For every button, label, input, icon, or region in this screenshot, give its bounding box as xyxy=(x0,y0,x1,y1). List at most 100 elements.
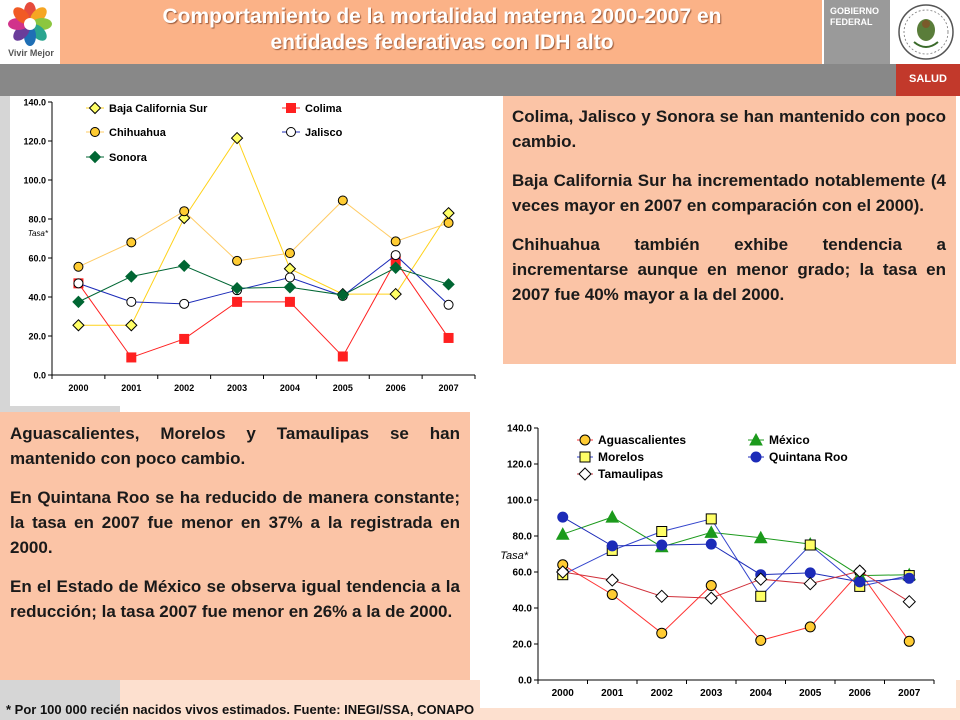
page-title-line2: entidades federativas con IDH alto xyxy=(270,31,614,54)
footnote: * Por 100 000 recién nacidos vivos estim… xyxy=(6,702,475,717)
chart2-data-point xyxy=(902,594,916,609)
chart1-data-point xyxy=(337,195,348,206)
chart1-y-tick-label: 80.0 xyxy=(28,215,46,225)
chart2-data-point xyxy=(755,590,767,602)
chart1-legend-label: Chihuahua xyxy=(109,127,167,139)
chart2-data-point xyxy=(704,591,718,605)
chart1-y-tick-label: 100.0 xyxy=(23,176,46,186)
logo-text: Vivir Mejor xyxy=(8,48,54,58)
chart2-legend-label: Morelos xyxy=(598,450,644,464)
chart2-data-point xyxy=(804,539,816,551)
chart2-legend-marker xyxy=(579,451,591,463)
chart2-legend-label: Aguascalientes xyxy=(598,433,686,447)
chart1-data-point xyxy=(125,270,138,283)
chart2-legend-entry: Tamaulipas xyxy=(577,467,663,481)
chart2-data-point xyxy=(704,525,719,538)
chart2-series-line xyxy=(562,564,910,642)
chart2-data-point xyxy=(557,511,569,523)
chart1-x-tick-label: 2005 xyxy=(333,383,353,393)
chart2-series-line xyxy=(562,516,910,583)
chart1-y-tick-label: 120.0 xyxy=(23,137,46,147)
chart1-data-point xyxy=(126,237,137,248)
chart1-legend-entry: Colima xyxy=(282,103,343,115)
chart2-y-tick-label: 80.0 xyxy=(513,532,533,543)
chart1-series-1 xyxy=(73,255,454,363)
chart2-data-point xyxy=(605,510,620,523)
chart1-data-point xyxy=(390,236,401,247)
note1-paragraph2: Baja California Sur ha incrementado nota… xyxy=(512,171,946,215)
chart1-data-point xyxy=(126,352,137,363)
chart2-y-tick-label: 40.0 xyxy=(513,604,533,615)
chart1-data-point xyxy=(443,299,454,310)
national-seal-icon xyxy=(898,4,954,60)
chart2-data-point xyxy=(903,635,915,647)
chart2-legend-marker xyxy=(750,451,762,463)
chart2-data-point xyxy=(656,627,668,639)
chart1-x-tick-label: 2004 xyxy=(280,383,300,393)
chart1-data-point xyxy=(72,319,85,332)
chart1-data-point xyxy=(389,287,402,301)
chart2-y-tick-label: 120.0 xyxy=(507,460,532,471)
page-title: Comportamiento de la mortalidad materna … xyxy=(70,4,814,56)
chart1-x-tick-label: 2002 xyxy=(174,383,194,393)
chart1-data-point xyxy=(232,255,243,266)
chart1-data-point xyxy=(232,296,243,307)
chart2-x-tick-label: 2006 xyxy=(849,688,872,699)
logo-box: Vivir Mejor xyxy=(0,0,60,64)
chart2-data-point xyxy=(853,564,867,578)
note2-paragraph2: En Quintana Roo se ha reducido de manera… xyxy=(10,488,460,557)
chart1-data-point xyxy=(336,288,350,302)
chart1-y-tick-label: 0.0 xyxy=(33,371,46,381)
note-box-bottom-left: Aguascalientes, Morelos y Tamaulipas se … xyxy=(0,412,470,680)
gobierno-federal-text: Gobierno Federal xyxy=(830,6,890,28)
chart1-legend-label: Jalisco xyxy=(305,127,343,139)
chart2-data-point xyxy=(754,572,768,586)
chart1-data-point xyxy=(73,261,84,272)
chart2-data-point xyxy=(606,589,618,600)
chart1-series-line xyxy=(78,199,449,268)
chart2-legend-entry: Morelos xyxy=(577,450,644,464)
note1-paragraph1: Colima, Jalisco y Sonora se han mantenid… xyxy=(512,107,946,151)
chart2-data-point xyxy=(655,589,669,604)
chart1-data-point xyxy=(284,272,295,283)
chart2-legend-entry: Aguascalientes xyxy=(577,433,686,447)
chart2-series-line xyxy=(562,570,910,603)
chart1-data-point xyxy=(177,259,191,273)
chart2-data-point xyxy=(556,565,570,579)
chart1-x-tick-label: 2000 xyxy=(68,383,88,393)
chart1-legend-entry: Baja California Sur xyxy=(86,101,208,115)
note1-paragraph3: Chihuahua también exhibe tendencia a inc… xyxy=(512,235,946,304)
chart1-y-tick-label: 20.0 xyxy=(28,332,46,342)
chart1-y-tick-label: 60.0 xyxy=(28,254,46,264)
chart1-legend-label: Baja California Sur xyxy=(109,103,208,115)
gobierno-block xyxy=(824,0,890,64)
gray-bar xyxy=(0,64,960,96)
chart1-data-point xyxy=(284,248,295,259)
gobierno-line1: Gobierno xyxy=(830,6,880,16)
chart2-y-tick-label: 0.0 xyxy=(518,676,532,687)
chart2-data-point xyxy=(753,530,768,544)
chart2-series-4 xyxy=(556,564,916,609)
chart1-series-line xyxy=(78,254,449,306)
chart1-y-tick-label: 140.0 xyxy=(23,98,46,108)
salud-box xyxy=(896,64,960,96)
gobierno-line2: Federal xyxy=(830,17,873,27)
chart2-data-point xyxy=(804,621,816,633)
chart2-series-3 xyxy=(557,511,915,588)
chart1-data-point xyxy=(443,332,454,343)
chart1-legend-marker xyxy=(286,127,296,137)
chart2-legend-label: Tamaulipas xyxy=(598,467,663,481)
chart1-legend-entry: Jalisco xyxy=(282,127,343,139)
chart1-data-point xyxy=(284,296,295,307)
chart2-x-tick-label: 2007 xyxy=(898,688,921,699)
chart1-series-4 xyxy=(72,259,455,309)
chart1-data-point xyxy=(442,278,455,291)
chart1-x-tick-label: 2007 xyxy=(439,383,459,393)
chart1-legend-label: Sonora xyxy=(109,152,148,164)
chart1-data-point xyxy=(73,278,84,289)
chart2-legend-marker xyxy=(578,467,592,481)
chart2-data-point xyxy=(656,526,668,537)
chart1-data-point xyxy=(337,351,348,362)
chart2-series-line xyxy=(562,516,910,577)
chart2-x-tick-label: 2003 xyxy=(700,688,723,699)
